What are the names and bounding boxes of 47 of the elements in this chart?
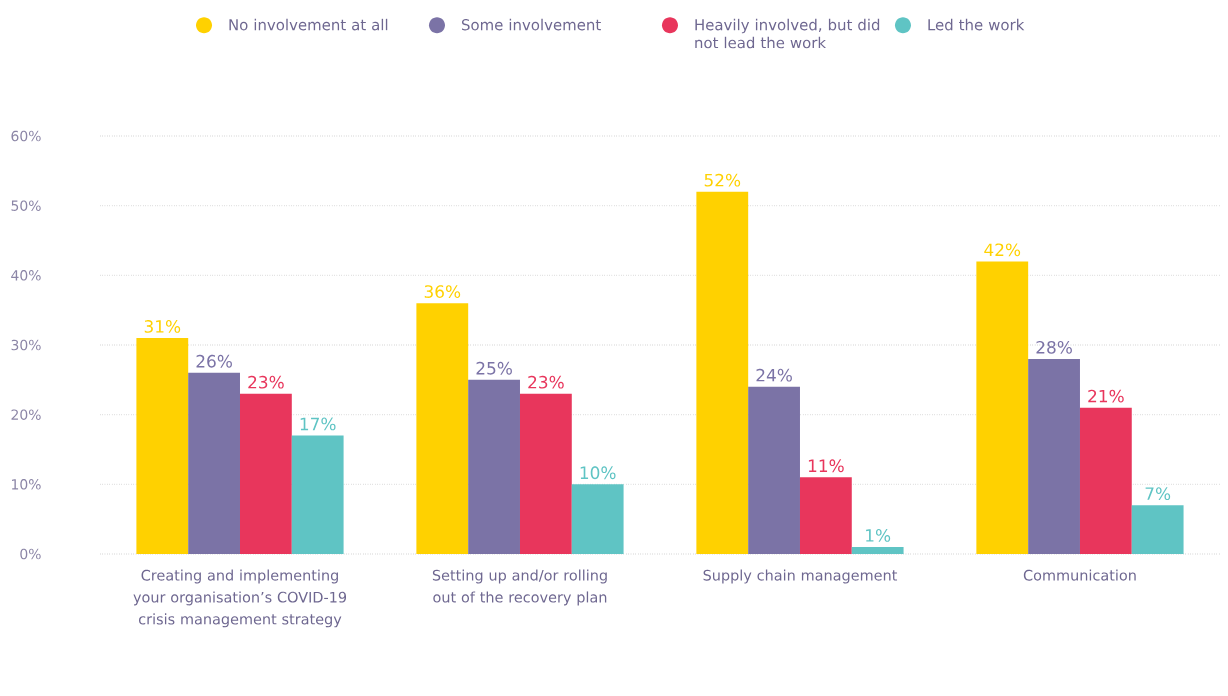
bar bbox=[799, 477, 852, 554]
y-tick-label: 40% bbox=[11, 270, 41, 281]
data-label: 25% bbox=[476, 361, 512, 375]
data-label: 1% bbox=[866, 529, 891, 542]
data-label: 36% bbox=[424, 285, 461, 299]
legend-label: Led the work bbox=[928, 18, 1025, 31]
y-tick-label: 30% bbox=[11, 339, 41, 351]
bar bbox=[696, 191, 749, 554]
data-label: 11% bbox=[808, 459, 844, 473]
bar bbox=[136, 338, 189, 554]
data-label: 24% bbox=[756, 368, 792, 382]
data-label: 26% bbox=[196, 354, 232, 368]
x-tick-label: Setting up and/or rolling out of the recovery plan bbox=[432, 569, 607, 606]
x-tick-label: Communication bbox=[1023, 569, 1136, 581]
legend-label: Some involvement bbox=[461, 18, 601, 31]
data-label: 10% bbox=[580, 466, 616, 480]
data-label: 17% bbox=[300, 417, 336, 431]
legend-label: Heavily involved, but did not lead the work bbox=[695, 18, 880, 49]
data-label: 23% bbox=[248, 375, 284, 389]
bar bbox=[748, 386, 800, 554]
y-tick-label: 0% bbox=[20, 548, 41, 560]
bar bbox=[976, 261, 1029, 554]
data-label: 23% bbox=[528, 375, 564, 389]
legend-label: No involvement at all bbox=[229, 18, 388, 31]
bar bbox=[468, 379, 520, 554]
bar bbox=[1028, 358, 1080, 554]
x-tick-label: Supply chain management bbox=[703, 569, 898, 584]
y-tick-label: 20% bbox=[11, 409, 41, 420]
y-tick-label: 10% bbox=[12, 479, 41, 490]
bar bbox=[291, 435, 344, 554]
data-label: 21% bbox=[1088, 389, 1124, 403]
bar bbox=[188, 372, 240, 554]
bar bbox=[519, 393, 572, 554]
data-label: 7% bbox=[1145, 487, 1171, 501]
data-label: 52% bbox=[704, 173, 741, 187]
y-tick-label: 60% bbox=[11, 130, 41, 142]
bar bbox=[416, 303, 469, 554]
bar bbox=[851, 547, 904, 554]
bar bbox=[1079, 407, 1132, 554]
data-label: 28% bbox=[1036, 340, 1072, 354]
bar bbox=[1131, 505, 1184, 554]
data-label: 42% bbox=[984, 243, 1021, 257]
x-tick-label: Creating and implementing your organisation’s COVID-19 crisis management strategy bbox=[133, 569, 347, 628]
bar bbox=[571, 484, 624, 554]
data-label: 31% bbox=[144, 320, 181, 333]
y-tick-label: 50% bbox=[11, 200, 41, 211]
bar bbox=[239, 393, 292, 554]
